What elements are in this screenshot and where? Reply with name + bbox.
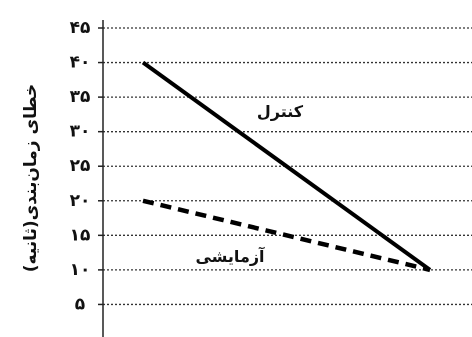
y-tick-label: ۲۵ [70,156,91,176]
series-label-1: کنترل [257,102,304,121]
y-tick-label: ۳۵ [70,87,91,107]
y-tick-label: ۰ [75,329,85,337]
series-label-2: آزمایشی [195,246,265,266]
series-line-1 [141,60,432,272]
y-tick-label: ۱۵ [70,225,91,245]
y-tick-label: ۴۰ [70,53,91,73]
y-tick-label: ۴۵ [70,18,91,38]
y-tick-label: ۱۰ [70,260,91,280]
series-lines [141,60,432,273]
y-tick-labels: ۰ ۵ ۱۰ ۱۵ ۲۰ ۲۵ ۳۰ ۳۵ ۴۰ ۴۵ [70,18,103,337]
series-labels: کنترل آزمایشی [195,102,303,266]
y-tick-label: ۵ [75,294,85,314]
y-axis-label: خطای زمان‌بندی(ثانیه) [21,84,41,273]
y-tick-label: ۳۰ [70,122,91,142]
series-line-2 [142,198,431,273]
y-tick-label: ۲۰ [70,191,91,211]
